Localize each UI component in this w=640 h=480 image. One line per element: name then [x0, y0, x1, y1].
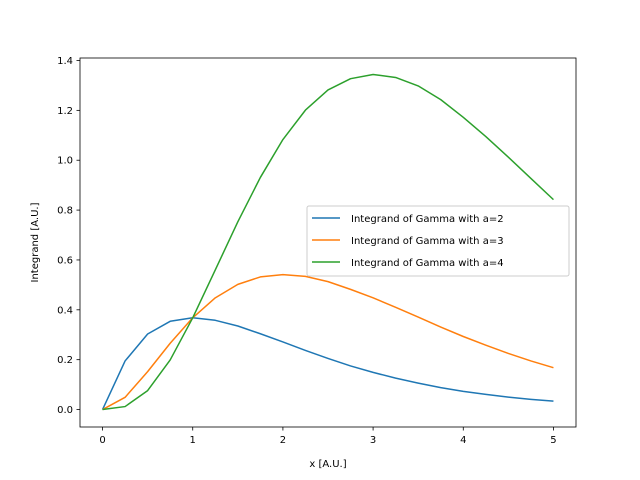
y-tick-label: 0.8 — [57, 206, 73, 217]
y-axis-label: Integrand [A.U.] — [30, 202, 41, 282]
legend: Integrand of Gamma with a=2 Integrand of … — [306, 205, 570, 277]
series-line-2 — [102, 273, 554, 411]
series-line-1 — [101, 317, 554, 410]
x-tick-label: 0 — [99, 435, 105, 446]
y-tick-label: 0.4 — [57, 305, 73, 316]
legend-label-2: Integrand of Gamma with a=3 — [351, 236, 504, 247]
y-tick-label: 1.0 — [57, 156, 73, 167]
series-lines — [101, 73, 554, 411]
plot-frame — [79, 57, 577, 428]
series-line-3 — [102, 73, 554, 411]
y-tick-label: 1.4 — [57, 56, 73, 67]
y-tick-label: 0.0 — [57, 405, 73, 416]
y-tick-label: 0.6 — [57, 255, 73, 266]
x-axis-label: x [A.U.] — [309, 459, 346, 470]
y-tick-label: 1.2 — [57, 106, 73, 117]
legend-label-1: Integrand of Gamma with a=2 — [351, 214, 504, 225]
x-tick-label: 1 — [190, 435, 196, 446]
legend-box — [306, 205, 570, 277]
x-tick-label: 2 — [280, 435, 286, 446]
y-tick-label: 0.2 — [57, 355, 73, 366]
x-tick-label: 3 — [370, 435, 376, 446]
x-tick-label: 5 — [550, 435, 556, 446]
legend-label-3: Integrand of Gamma with a=4 — [351, 258, 504, 269]
x-tick-label: 4 — [460, 435, 466, 446]
axis-ticks: 0 1 2 3 4 5 0.0 0.2 0.4 0.6 0.8 1.0 1.2 1.4 — [57, 56, 557, 446]
